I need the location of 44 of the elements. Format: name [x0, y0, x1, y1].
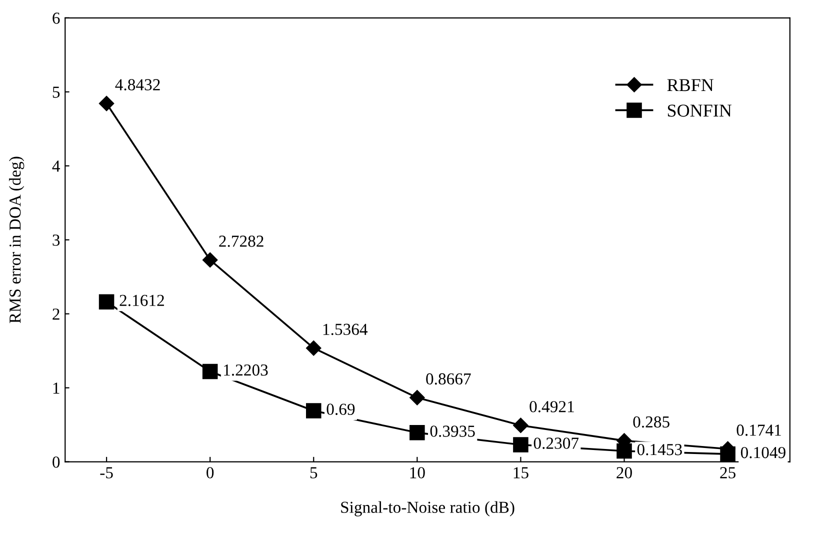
legend-label: SONFIN — [668, 104, 732, 117]
data-label: 4.8432 — [115, 79, 160, 90]
point — [98, 96, 114, 112]
point — [513, 418, 528, 433]
x-tick-label: -5 — [100, 467, 113, 478]
x-tick-label: 5 — [310, 467, 318, 478]
legend-label: RBFN — [667, 79, 714, 92]
y-tick-label: 4 — [52, 160, 60, 172]
point — [410, 425, 425, 440]
point — [306, 340, 322, 356]
y-axis-title: RMS error in DOA (deg) — [8, 156, 24, 324]
data-label: 0.3935 — [430, 426, 475, 437]
data-label: 1.5364 — [323, 324, 368, 336]
point — [513, 437, 528, 452]
point — [410, 390, 425, 406]
point — [616, 443, 632, 459]
data-label: 0.2307 — [534, 438, 579, 449]
x-tick-label: 15 — [514, 467, 528, 478]
data-label: 0.1453 — [637, 444, 682, 456]
x-tick-label: 10 — [410, 467, 425, 478]
x-tick-label: 20 — [616, 467, 632, 478]
data-label: 2.7282 — [219, 236, 264, 247]
data-label: 0.285 — [633, 416, 670, 428]
point — [306, 403, 322, 418]
x-tick-label: 25 — [720, 467, 736, 478]
y-tick-label: 5 — [52, 86, 60, 98]
y-tick-label: 2 — [52, 308, 60, 320]
data-label: 2.1612 — [120, 294, 164, 306]
x-axis-title: Signal-to-Noise ratio (dB) — [341, 501, 514, 516]
data-label: 1.2203 — [224, 364, 268, 376]
y-tick-label: 3 — [52, 234, 60, 246]
y-tick-label: 0 — [52, 456, 60, 468]
point — [720, 446, 736, 462]
data-label: 0.69 — [326, 404, 355, 415]
data-label: 0.8667 — [426, 373, 471, 385]
y-tick-label: 6 — [52, 12, 60, 24]
data-label: 0.4921 — [530, 401, 574, 412]
y-tick-label: 1 — [53, 382, 60, 394]
point — [202, 252, 218, 268]
point — [202, 364, 218, 380]
x-tick-label: 0 — [206, 467, 214, 478]
point — [98, 294, 114, 310]
data-label: 0.1049 — [740, 446, 786, 458]
data-label: 0.1741 — [736, 424, 781, 436]
